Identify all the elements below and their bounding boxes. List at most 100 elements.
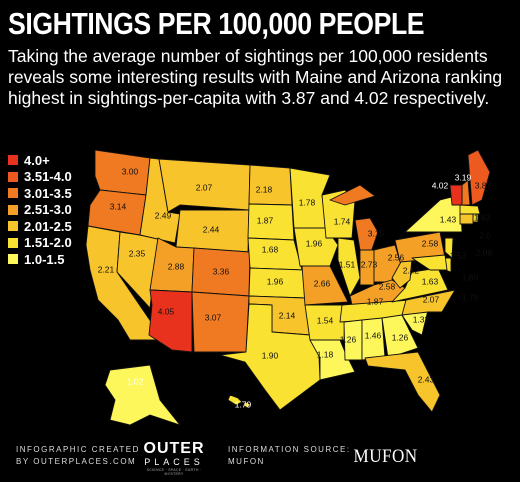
state-value-nv: 2.35 <box>129 248 146 258</box>
state-value-ct: 2.08 <box>476 247 493 257</box>
state-value-or: 3.14 <box>110 201 127 211</box>
legend-label: 2.51-3.0 <box>24 202 72 218</box>
credit-line-2: BY OUTERPLACES.COM <box>16 457 137 466</box>
state-la <box>309 339 356 381</box>
legend-swatch <box>8 221 18 232</box>
state-fl <box>364 351 441 413</box>
legend-item: 2.01-2.5 <box>8 218 72 235</box>
legend-swatch <box>8 237 18 248</box>
state-value-oh: 2.56 <box>388 252 405 262</box>
legend-label: 3.51-4.0 <box>24 169 72 185</box>
state-value-nc: 2.07 <box>423 294 440 304</box>
state-value-ky: 2.58 <box>379 281 396 291</box>
source-line-1: INFORMATION SOURCE: <box>228 445 351 454</box>
state-id <box>139 157 181 244</box>
credit-line-1: INFOGRAPHIC CREATED <box>16 445 140 454</box>
state-value-in: 2.73 <box>361 259 378 269</box>
state-value-nh: 3.19 <box>455 172 472 182</box>
state-ga <box>381 314 419 359</box>
state-value-md: 1.76 <box>462 292 479 302</box>
outer-places-logo: OUTER PLACES SCIENCE · SPACE · EARTH · M… <box>143 440 205 477</box>
state-tx <box>219 303 321 411</box>
legend-item: 1.0-1.5 <box>8 251 72 268</box>
state-mo <box>301 265 349 306</box>
state-value-co: 3.36 <box>213 266 230 276</box>
state-value-mn: 1.78 <box>299 197 316 207</box>
mufon-logo: MUFON <box>353 446 418 467</box>
state-value-wa: 3.00 <box>122 166 139 176</box>
state-value-ut: 2.88 <box>168 261 185 271</box>
state-nc <box>401 289 456 316</box>
state-me <box>467 149 491 206</box>
state-value-ny: 1.43 <box>440 214 457 224</box>
state-value-ri: 2.0 <box>479 230 491 240</box>
state-value-la: 1.18 <box>317 349 334 359</box>
legend-swatch <box>8 188 18 199</box>
state-ar <box>304 304 346 341</box>
legend-swatch <box>8 155 18 166</box>
legend-item: 3.51-4.0 <box>8 169 72 186</box>
state-value-ms: 1.26 <box>340 334 357 344</box>
state-va <box>391 267 449 303</box>
state-value-ia: 1.96 <box>306 238 323 248</box>
legend-label: 1.51-2.0 <box>24 235 72 251</box>
state-ct <box>459 213 474 225</box>
state-az <box>148 289 193 353</box>
state-value-ne: 1.68 <box>262 244 279 254</box>
state-value-de: 1.60 <box>462 272 479 282</box>
state-value-wy: 2.44 <box>203 224 220 234</box>
state-value-mt: 2.07 <box>196 182 213 192</box>
state-value-hi: 1.79 <box>235 399 252 409</box>
legend-label: 1.0-1.5 <box>24 251 65 267</box>
state-value-sc: 1.32 <box>413 314 430 324</box>
legend-item: 4.0+ <box>8 152 72 169</box>
state-value-tx: 1.90 <box>262 350 279 360</box>
state-nh <box>461 179 471 206</box>
state-ak <box>104 364 181 426</box>
page-title: SIGHTINGS PER 100,000 PEOPLE <box>8 6 425 41</box>
state-ma <box>459 204 481 215</box>
state-value-vt: 4.02 <box>432 180 449 190</box>
legend-swatch <box>8 254 18 265</box>
state-value-ga: 1.26 <box>392 332 409 342</box>
subtitle: Taking the average number of sightings p… <box>8 46 503 108</box>
legend-label: 2.01-2.5 <box>24 218 72 234</box>
state-value-ks: 1.96 <box>267 276 284 286</box>
legend-swatch <box>8 171 18 182</box>
state-value-mo: 2.66 <box>314 278 331 288</box>
state-value-va: 1.63 <box>422 276 439 286</box>
brand-top: OUTER <box>143 440 205 457</box>
state-value-al: 1.46 <box>365 330 382 340</box>
state-value-nj: 1.53 <box>450 250 467 260</box>
state-il <box>337 237 361 297</box>
state-value-fl: 2.43 <box>418 374 435 384</box>
legend-item: 1.51-2.0 <box>8 235 72 252</box>
state-value-mi: 3.15 <box>368 228 385 238</box>
state-value-ma: 1.63 <box>474 212 491 222</box>
source: INFORMATION SOURCE: MUFON <box>228 444 351 468</box>
state-value-sd: 1.87 <box>257 215 274 225</box>
state-value-ak: 1.02 <box>127 376 144 386</box>
state-mt <box>158 158 251 213</box>
legend-label: 4.0+ <box>24 152 50 168</box>
state-nj <box>444 237 454 259</box>
state-value-il: 1.51 <box>339 259 356 269</box>
legend: 4.0+ 3.51-4.0 3.01-3.5 2.51-3.0 2.01-2.5… <box>8 152 72 268</box>
state-value-ca: 2.21 <box>98 264 115 274</box>
brand-tagline: SCIENCE · SPACE · EARTH · MYSTERY <box>146 468 202 476</box>
state-hi <box>227 394 251 409</box>
state-vt <box>449 184 463 206</box>
state-value-pa: 2.58 <box>422 238 439 248</box>
state-mi <box>329 184 379 256</box>
legend-item: 2.51-3.0 <box>8 202 72 219</box>
state-value-wv: 2.42 <box>403 265 420 275</box>
brand-bottom: PLACES <box>144 457 204 467</box>
state-wv <box>391 257 413 289</box>
state-value-wi: 1.74 <box>334 216 351 226</box>
state-value-nm: 3.07 <box>205 312 222 322</box>
state-value-me: 3.87 <box>475 180 492 190</box>
source-line-2: MUFON <box>228 457 265 466</box>
legend-swatch <box>8 204 18 215</box>
state-value-az: 4.05 <box>158 306 175 316</box>
